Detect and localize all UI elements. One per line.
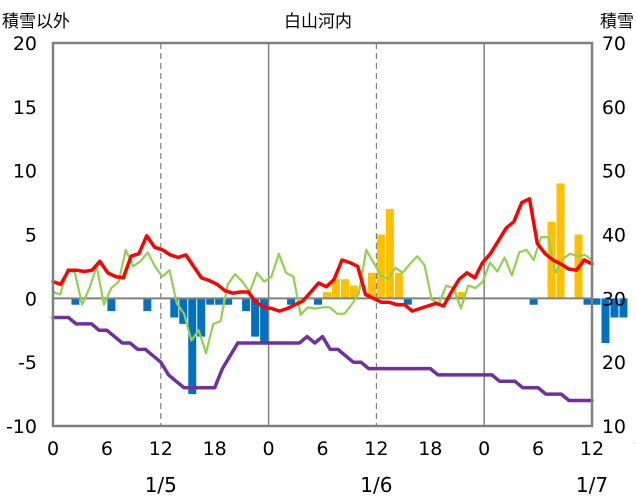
precip-bar-24 (457, 291, 466, 299)
x-tick-label: 18 (418, 438, 442, 460)
snow_depth-line (51, 315, 594, 403)
precip-bar-29 (583, 298, 592, 305)
x-tick-label: 0 (47, 438, 59, 460)
precip-bars (71, 183, 628, 395)
series-lines (51, 197, 594, 403)
precip-bar-13 (287, 298, 296, 305)
right-axis-label: 積雪 (600, 12, 634, 32)
precip-bar-10 (242, 298, 251, 312)
precip-bar-14 (314, 298, 322, 305)
precip-bar-3 (170, 298, 179, 318)
precip-bar-16 (331, 279, 340, 299)
precip-bar-23 (403, 298, 412, 305)
date-label: 1/6 (360, 473, 392, 497)
right-tick-label: 50 (602, 161, 626, 183)
right-tick-label: 10 (602, 416, 626, 438)
x-tick-label: 18 (634, 438, 636, 460)
x-tick-label: 0 (478, 438, 490, 460)
plot-border (51, 41, 594, 428)
other_line-line (51, 236, 594, 355)
x-tick-label: 12 (364, 438, 388, 460)
precip-bar-9 (224, 298, 233, 305)
precip-bar-21 (385, 208, 394, 299)
x-tick-label: 12 (149, 438, 173, 460)
precip-bar-27 (556, 183, 565, 299)
right-tick-label: 30 (602, 288, 626, 310)
x-tick-label: 6 (532, 438, 544, 460)
precip-bar-22 (394, 272, 403, 299)
left-tick-label: 15 (13, 97, 37, 119)
right-tick-label: 20 (602, 352, 626, 374)
chart-title: 白山河内 (284, 12, 352, 32)
precip-bar-12 (260, 298, 269, 344)
precip-bar-31 (601, 298, 610, 344)
precip-bar-2 (143, 298, 152, 312)
x-tick-label: 6 (316, 438, 328, 460)
left-tick-label: -5 (18, 352, 37, 374)
precip-bar-25 (529, 298, 538, 305)
temperature-line (51, 197, 594, 313)
x-tick-label: 12 (580, 438, 604, 460)
precip-bar-6 (197, 298, 206, 337)
left-axis-label: 積雪以外 (2, 12, 70, 32)
right-tick-label: 70 (602, 33, 626, 55)
left-tick-label: -10 (6, 416, 37, 438)
precip-bar-1 (107, 298, 116, 312)
precip-bar-20 (376, 234, 385, 299)
precip-bar-18 (349, 285, 358, 299)
x-tick-label: 18 (203, 438, 227, 460)
left-tick-label: 10 (13, 161, 37, 183)
precip-bar-0 (71, 298, 80, 305)
x-tick-label: 6 (101, 438, 113, 460)
precip-bar-8 (215, 298, 224, 305)
precip-bar-32 (610, 298, 619, 318)
precip-bar-33 (619, 298, 628, 318)
precip-bar-19 (367, 272, 376, 299)
left-tick-label: 20 (13, 33, 37, 55)
plot-frame (51, 41, 594, 428)
right-tick-label: 60 (602, 97, 626, 119)
date-label: 1/7 (576, 473, 608, 497)
precip-bar-30 (592, 298, 601, 305)
right-tick-label: 40 (602, 225, 626, 247)
precip-bar-17 (340, 279, 349, 299)
x-tick-label: 0 (263, 438, 275, 460)
precip-bar-15 (323, 291, 331, 299)
date-label: 1/5 (145, 473, 177, 497)
precip-bar-7 (206, 298, 215, 305)
precip-bar-11 (251, 298, 260, 337)
left-tick-label: 0 (25, 288, 37, 310)
precip-bar-5 (188, 298, 197, 395)
left-tick-label: 5 (25, 225, 37, 247)
